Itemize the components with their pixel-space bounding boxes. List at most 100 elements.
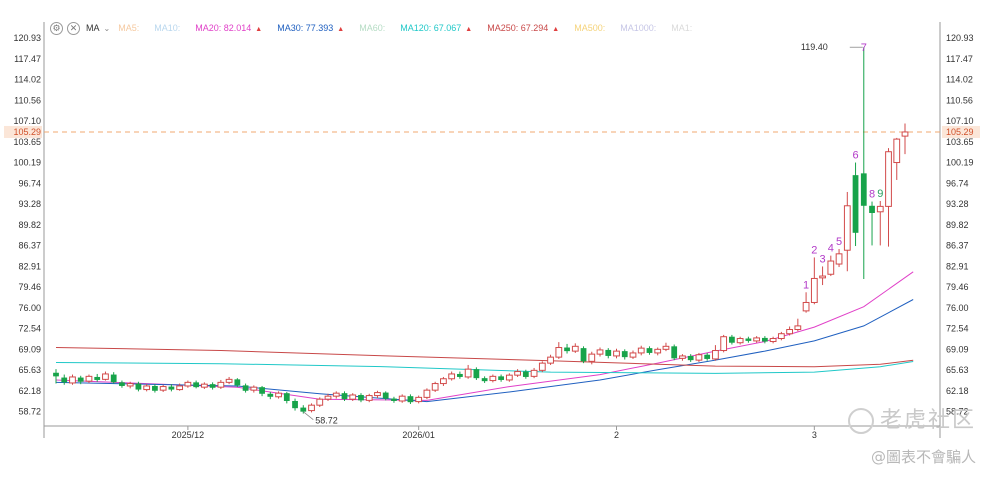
legend-item[interactable]: MA250: 67.294 ▲ — [487, 23, 559, 33]
candle-body — [580, 348, 587, 362]
candle-body — [176, 385, 184, 391]
candle-body — [457, 373, 463, 377]
candle-body — [876, 205, 884, 213]
candle-body — [564, 347, 570, 352]
candle-body — [225, 378, 233, 383]
price-tick-right: 100.19 — [946, 158, 974, 168]
price-tick-left: 82.91 — [18, 261, 41, 271]
settings-gear-icon[interactable]: ⚙ — [50, 21, 63, 35]
candle-body — [250, 386, 258, 391]
legend-item[interactable]: MA500: — [574, 23, 605, 33]
candle-body — [242, 385, 249, 391]
low-price-label: 58.72 — [315, 416, 338, 426]
current-price-tag-right — [942, 125, 980, 138]
candle-body — [662, 345, 670, 350]
candle-body — [654, 348, 662, 354]
candle-body — [777, 333, 785, 340]
price-tick-right: 89.82 — [946, 220, 969, 230]
indicator-name[interactable]: MA — [86, 23, 100, 33]
candle-body — [596, 349, 604, 355]
sequence-label-5: 5 — [836, 236, 842, 248]
candle-body — [869, 205, 875, 213]
candle-body — [374, 392, 381, 397]
candle-body — [184, 381, 192, 387]
candle-body — [382, 392, 389, 399]
candle-body — [423, 389, 431, 398]
candle-body — [217, 381, 225, 388]
chevron-down-icon[interactable]: ⌄ — [103, 23, 111, 33]
candle-body — [621, 351, 628, 358]
watermark-user: @圖表不會騙人 — [870, 448, 976, 466]
price-tick-right: 114.02 — [946, 75, 973, 85]
candle-body — [835, 253, 843, 265]
trend-up-icon: ▲ — [552, 26, 560, 33]
price-tick-left: 86.37 — [18, 241, 41, 251]
candle-body — [308, 404, 315, 412]
candle-body — [275, 392, 282, 398]
candle-body — [729, 336, 735, 343]
legend-label: MA120: — [400, 23, 434, 33]
candle-body — [852, 175, 859, 233]
high-price-label: 119.40 — [801, 42, 828, 52]
legend-label: MA20: — [195, 23, 224, 33]
candle-body — [538, 362, 546, 371]
legend-item[interactable]: MA5: — [118, 23, 139, 33]
candle-body — [514, 371, 521, 376]
candle-body — [415, 396, 423, 403]
price-tick-left: 96.74 — [18, 178, 41, 188]
legend-item[interactable]: MA10: — [154, 23, 180, 33]
candle-body — [341, 393, 348, 400]
ma-line-ma120 — [55, 361, 914, 374]
legend-item[interactable]: MA30: 77.393 ▲ — [277, 23, 344, 33]
legend-label: MA60: — [359, 23, 386, 33]
candle-body — [843, 205, 851, 251]
price-tick-left: 76.00 — [18, 303, 41, 313]
candle-body — [464, 368, 472, 378]
candle-body — [753, 337, 761, 342]
candle-body — [431, 383, 439, 391]
price-tick-right: 107.10 — [946, 116, 974, 126]
legend-item[interactable]: MA60: — [359, 23, 385, 33]
price-tick-left: 89.82 — [18, 220, 41, 230]
candle-body — [168, 386, 175, 390]
candle-body — [720, 336, 728, 352]
legend-value: 67.294 — [520, 23, 549, 33]
candle-body — [259, 387, 265, 394]
current-price-label-left: 105.29 — [13, 127, 41, 137]
legend-item[interactable]: MA20: 82.014 ▲ — [195, 23, 262, 33]
price-tick-right: 79.46 — [946, 282, 969, 292]
legend-item[interactable]: MA1: — [671, 23, 692, 33]
candle-body — [407, 396, 414, 403]
price-tick-left: 103.65 — [13, 137, 41, 147]
watermark-logo-text: 老虎社区 — [879, 408, 976, 433]
candle-body — [126, 383, 134, 387]
candle-body — [522, 371, 529, 377]
sequence-label-6: 6 — [852, 150, 858, 162]
candle-body — [85, 375, 93, 382]
candle-body — [761, 337, 768, 342]
candle-body — [135, 383, 142, 390]
price-tick-left: 62.18 — [18, 386, 41, 396]
candle-body — [571, 345, 579, 352]
candle-body — [613, 350, 620, 357]
legend-item[interactable]: MA1000: — [620, 23, 656, 33]
candle-body — [234, 379, 241, 386]
legend-item[interactable]: MA120: 67.067 ▲ — [400, 23, 472, 33]
time-label: 2026/01 — [402, 430, 435, 440]
candle-body — [671, 346, 678, 359]
time-label: 2025/12 — [172, 430, 205, 440]
candle-body — [498, 376, 504, 380]
candle-body — [704, 354, 711, 359]
candle-body — [646, 348, 653, 353]
candle-body — [159, 386, 167, 391]
candle-body — [530, 369, 538, 377]
candle-body — [349, 394, 357, 400]
price-tick-left: 79.46 — [18, 282, 41, 292]
candle-body — [605, 349, 612, 356]
candle-body — [745, 338, 752, 341]
candle-body — [769, 338, 777, 343]
candle-body — [209, 384, 216, 388]
close-indicator-icon[interactable]: ✕ — [67, 21, 80, 35]
